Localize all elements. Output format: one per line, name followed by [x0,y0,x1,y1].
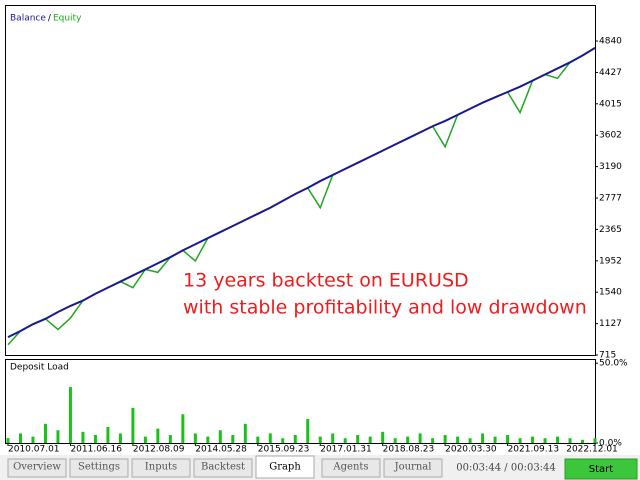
bar [281,438,285,443]
bar [431,438,435,443]
y-tick-label: 1952 [599,256,622,266]
bar [18,433,22,443]
tab-label[interactable]: Backtest [201,462,245,473]
y-tick-label: 3602 [599,131,622,141]
graph-frame [5,5,596,356]
y-tick-label: 2777 [599,194,622,204]
bar [456,436,460,443]
bar [268,433,272,443]
bar [556,436,560,443]
tab-label[interactable]: Graph [269,462,301,473]
tab[interactable] [255,455,315,479]
y-tick-label: 2365 [599,225,622,235]
annotation: with stable profitability and low drawdo… [183,297,587,319]
y-tick-label: 1540 [599,288,622,298]
bar [581,439,585,443]
bar [231,435,235,443]
bar [56,430,60,443]
tab-label[interactable]: Settings [78,462,120,473]
bar [43,423,47,443]
bar [481,433,485,443]
bar [306,419,310,443]
bar [418,433,422,443]
bar [93,435,97,443]
bar [593,438,597,443]
bar [218,430,222,443]
tab[interactable] [7,458,67,478]
tab-label[interactable]: Journal [394,462,432,473]
bar [181,414,185,443]
x-tick-label: 2012.08.09 [133,445,185,455]
bar [406,436,410,443]
y-tick-label: 1127 [599,319,622,329]
bar [343,438,347,443]
x-tick-label: 2020.03.30 [445,445,497,455]
tab[interactable] [69,458,129,478]
bar [193,433,197,443]
bar [156,428,160,443]
bar [331,433,335,443]
tab[interactable] [131,458,191,478]
bar [118,433,122,443]
legend-separator: / [48,14,52,24]
start-label[interactable]: Start [589,464,614,475]
y-tick-label: 50.0% [599,359,628,369]
bar [393,438,397,443]
tab[interactable] [193,458,253,478]
tab-label[interactable]: Agents [332,462,368,473]
bar [368,436,372,443]
x-tick-label: 2014.05.28 [195,445,247,455]
x-tick-label: 2018.08.23 [383,445,435,455]
bar [31,436,35,443]
y-tick-label: 0.0% [599,439,622,449]
series-line [7,47,596,339]
bar [68,387,72,443]
bar [356,435,360,443]
bar [243,423,247,443]
load-frame [5,359,596,444]
x-tick-label: 2015.09.23 [258,445,310,455]
tab[interactable] [383,458,443,478]
y-tick-label: 715 [599,351,616,361]
x-tick-label: 2022.12.01 [566,445,618,455]
bar [493,436,497,443]
y-tick-label: 3190 [599,162,622,172]
bar [468,438,472,443]
x-tick-label: 2021.09.13 [508,445,560,455]
bar [256,436,260,443]
bar [506,435,510,443]
start-button[interactable] [564,458,638,480]
bar [106,427,110,443]
tab[interactable] [321,458,381,478]
x-tick-label: 2010.07.01 [8,445,60,455]
y-tick-label: 4840 [599,37,622,47]
bar [81,431,85,443]
bar [318,436,322,443]
legend-entry: Equity [53,14,82,24]
bar [206,436,210,443]
tab-label[interactable]: Inputs [145,462,177,473]
bar [543,438,547,443]
legend-entry: Balance [10,14,46,24]
annotation: 13 years backtest on EURUSD [183,270,469,292]
bar [381,431,385,443]
chart-title: Deposit Load [10,363,69,373]
bar [443,435,447,443]
x-tick-label: 2017.01.31 [320,445,372,455]
timer: 00:03:44 / 00:03:44 [456,463,556,474]
bar [568,438,572,443]
bar [531,436,535,443]
bar [6,438,10,443]
bar [518,438,522,443]
bar [131,407,135,443]
bar [143,436,147,443]
x-tick-label: 2011.06.16 [70,445,122,455]
y-tick-label: 4427 [599,68,622,78]
bar [293,435,297,443]
bar [168,435,172,443]
tab-label[interactable]: Overview [13,462,61,473]
y-tick-label: 4015 [599,99,622,109]
